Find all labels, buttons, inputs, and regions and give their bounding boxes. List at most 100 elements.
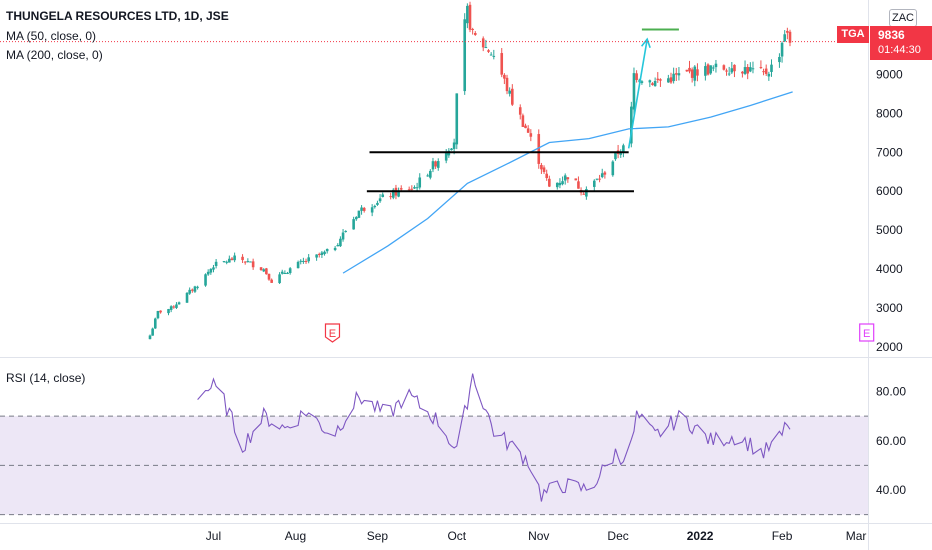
candle-body (148, 335, 152, 340)
candle-body (243, 261, 247, 263)
candle-body (362, 207, 366, 211)
candle-body (468, 4, 472, 30)
candle-body (614, 152, 617, 160)
candle-body (286, 272, 289, 274)
rsi-tick-label: 40.00 (876, 483, 906, 497)
candle-body (323, 251, 326, 255)
candle-body (788, 31, 792, 43)
candle-body (619, 153, 623, 155)
candle-body (511, 88, 514, 105)
candle-body (653, 81, 657, 87)
candle-body (159, 310, 162, 313)
candle-body (574, 178, 578, 181)
candle-body (783, 34, 787, 42)
ma50-legend[interactable]: MA (50, close, 0) (6, 29, 97, 43)
candle-body (542, 167, 546, 173)
candle-body (175, 304, 178, 308)
candle-body (296, 261, 300, 269)
candle-body (751, 68, 755, 70)
rsi-legend[interactable]: RSI (14, close) (6, 371, 86, 385)
candle-body (214, 261, 218, 267)
candle-body (712, 67, 715, 69)
earnings-marker-shape (859, 323, 875, 342)
candle-body (434, 161, 437, 167)
candle-body (696, 69, 699, 76)
candle-body (320, 252, 324, 255)
candle-body (270, 279, 273, 283)
candle-body (489, 54, 493, 56)
candle-body (767, 73, 771, 77)
candle-body (341, 232, 345, 240)
candle-body (780, 42, 784, 57)
earnings-marker-label: E (863, 328, 870, 340)
candle-body (672, 73, 675, 82)
candle-body (630, 106, 633, 144)
candle-body (426, 175, 429, 177)
candle-body (503, 74, 506, 79)
ma200-legend[interactable]: MA (200, close, 0) (6, 48, 103, 62)
candle-body (521, 115, 525, 127)
candle-body (156, 310, 160, 319)
candle-body (415, 187, 419, 189)
candle-body (762, 71, 765, 73)
candle-body (500, 53, 504, 75)
candle-body (526, 128, 530, 133)
candle-body (431, 161, 435, 170)
candle-body (307, 257, 310, 262)
candle-body (746, 66, 749, 74)
candle-body (317, 253, 321, 255)
projection-arrow (627, 39, 648, 149)
candle-body (399, 188, 403, 190)
candle-body (725, 70, 728, 72)
candle-body (471, 28, 474, 30)
candle-body (429, 170, 432, 178)
price-tick-label: 3000 (876, 301, 903, 315)
time-tick-label: 2022 (687, 529, 714, 543)
rsi-line (197, 373, 791, 502)
candle-body (540, 164, 543, 170)
candle-body (651, 83, 654, 85)
candle-body (225, 261, 228, 263)
time-tick-label: Aug (285, 529, 306, 543)
candle-body (635, 73, 638, 80)
candle-body (436, 161, 440, 168)
candle-body (299, 260, 303, 262)
time-tick-label: Sep (367, 529, 389, 543)
candle-body (204, 274, 207, 286)
price-tick-label: 7000 (876, 145, 903, 159)
candle-body (505, 77, 509, 92)
candle-body (592, 180, 596, 187)
candle-body (389, 196, 392, 198)
currency-badge[interactable]: ZAC (889, 9, 917, 27)
time-tick-label: Jul (206, 529, 221, 543)
candle-body (693, 66, 697, 81)
candle-body (688, 67, 691, 72)
candle-body (418, 177, 422, 188)
candle-body (640, 81, 644, 83)
candle-body (667, 78, 670, 83)
candle-body (582, 193, 586, 195)
candle-body (450, 148, 453, 151)
candle-body (632, 73, 636, 110)
candle-body (249, 261, 252, 263)
candle-body (222, 261, 226, 263)
candle-body (339, 238, 342, 247)
candle-body (283, 273, 287, 275)
candle-body (191, 289, 194, 291)
candle-body (325, 248, 329, 252)
candle-body (288, 268, 292, 274)
candle-body (188, 289, 191, 294)
candle-body (481, 38, 485, 48)
candle-body (413, 187, 416, 189)
bar-countdown: 01:44:30 (878, 44, 921, 56)
candle-body (378, 198, 382, 202)
candle-body (265, 268, 268, 275)
candle-body (407, 189, 411, 191)
candle-body (466, 5, 469, 24)
price-tick-label: 9000 (876, 67, 903, 81)
rsi-tick-label: 80.00 (876, 385, 906, 399)
candle-body (727, 73, 731, 75)
candle-body (706, 64, 710, 75)
earnings-marker-label: E (329, 328, 336, 340)
